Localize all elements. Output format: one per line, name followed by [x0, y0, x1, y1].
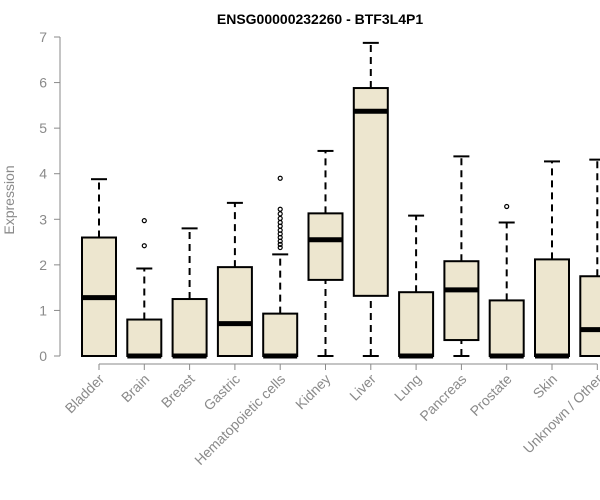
box-body: [488, 299, 525, 358]
y-tick-label: 3: [39, 211, 47, 227]
outlier-point: [277, 206, 283, 212]
box-pancreas: [443, 155, 480, 357]
x-tick-label: Prostate: [467, 371, 515, 419]
y-axis: 0 1 2 3 4 5 6 7: [39, 29, 61, 364]
box-body: [443, 260, 480, 342]
x-tick-label: Breast: [158, 371, 198, 411]
outlier-point: [141, 243, 147, 249]
box-body: [307, 212, 344, 281]
outlier-point: [277, 241, 283, 247]
box-gastric: [216, 201, 253, 357]
box-brain: [126, 218, 163, 359]
outlier-point: [277, 211, 283, 217]
y-tick-label: 5: [39, 120, 47, 136]
box-hematopoietic-cells: [262, 175, 299, 359]
box-lung: [398, 214, 435, 359]
box-body: [216, 266, 253, 357]
outlier-point: [277, 215, 283, 221]
box-body: [579, 275, 600, 357]
y-tick-label: 4: [39, 166, 47, 182]
x-tick-label: Kidney: [292, 371, 334, 413]
box-skin: [534, 160, 570, 359]
outlier-point: [277, 244, 283, 251]
y-tick-label: 7: [39, 29, 47, 45]
y-axis-label: Expression: [1, 165, 17, 234]
x-tick-label: Unknown / Other: [520, 371, 600, 457]
x-tick-label: Pancreas: [416, 371, 469, 424]
box-breast: [171, 227, 208, 359]
box-bladder: [81, 178, 117, 357]
box-body: [398, 291, 435, 358]
box-prostate: [488, 203, 525, 359]
chart-title: ENSG00000232260 - BTF3L4P1: [217, 11, 423, 27]
box-body: [352, 87, 389, 297]
y-tick-label: 6: [39, 75, 47, 91]
box-body: [126, 318, 163, 357]
y-tick-label: 2: [39, 257, 47, 273]
outlier-point: [141, 218, 147, 224]
box-liver: [352, 41, 389, 357]
box-body: [171, 298, 208, 357]
box-body: [534, 258, 570, 358]
x-tick-label: Lung: [391, 371, 424, 404]
x-tick-label: Gastric: [200, 371, 243, 414]
outlier-point: [504, 203, 510, 210]
x-tick-label: Brain: [118, 371, 152, 405]
box-unknown-other: [579, 158, 600, 357]
x-tick-label: Bladder: [62, 371, 108, 417]
outlier-point: [277, 175, 283, 181]
box-kidney: [307, 149, 344, 357]
box-body: [262, 312, 299, 357]
x-tick-label: Liver: [346, 371, 379, 404]
boxes-group: [81, 41, 600, 359]
y-tick-label: 1: [39, 302, 47, 318]
y-tick-label: 0: [39, 348, 47, 364]
x-tick-label: Skin: [530, 371, 561, 402]
